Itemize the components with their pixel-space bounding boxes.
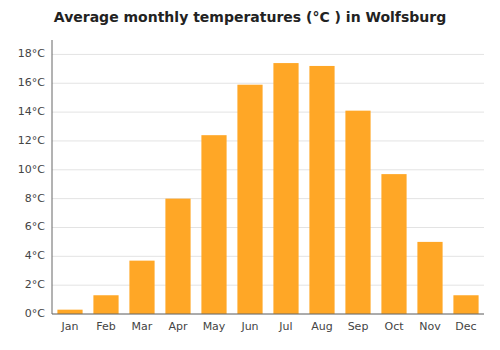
x-tick-label: Apr bbox=[168, 320, 188, 333]
x-tick-label: Jul bbox=[278, 320, 292, 333]
x-tick-label: Oct bbox=[384, 320, 404, 333]
grid-line bbox=[52, 112, 484, 113]
y-ticks: 0°C 2°C 4°C 6°C 8°C 10°C 12°C 14°C 16°C 18°C bbox=[18, 47, 45, 320]
x-tick-label: Jan bbox=[61, 320, 79, 333]
y-tick-label: 18°C bbox=[18, 47, 45, 60]
x-tick-label: Dec bbox=[455, 320, 476, 333]
x-tick-label: Feb bbox=[96, 320, 115, 333]
bar bbox=[417, 242, 442, 314]
grid-line bbox=[52, 314, 484, 315]
y-tick-label: 10°C bbox=[18, 163, 45, 176]
y-tick-label: 8°C bbox=[25, 192, 45, 205]
bar bbox=[309, 66, 334, 314]
bar bbox=[129, 261, 154, 314]
bar bbox=[201, 135, 226, 314]
chart-title: Average monthly temperatures (°C ) in Wo… bbox=[54, 9, 446, 25]
y-tick-label: 2°C bbox=[25, 278, 45, 291]
grid-line bbox=[52, 198, 484, 199]
y-tick-label: 4°C bbox=[25, 249, 45, 262]
grid-line bbox=[52, 140, 484, 141]
y-tick-label: 6°C bbox=[25, 220, 45, 233]
grid bbox=[52, 54, 484, 314]
bar bbox=[57, 310, 82, 314]
bar bbox=[93, 295, 118, 314]
grid-line bbox=[52, 83, 484, 84]
x-tick-label: Sep bbox=[348, 320, 369, 333]
y-tick-label: 12°C bbox=[18, 134, 45, 147]
grid-line bbox=[52, 169, 484, 170]
y-tick-label: 0°C bbox=[25, 307, 45, 320]
x-axis-line bbox=[52, 314, 484, 315]
x-tick-label: Mar bbox=[132, 320, 153, 333]
bar bbox=[237, 85, 262, 314]
x-ticks: Jan Feb Mar Apr May Jun Jul Aug Sep Oct Nov Dec bbox=[61, 320, 477, 333]
bar bbox=[273, 63, 298, 314]
y-axis-line bbox=[52, 40, 53, 314]
bar bbox=[381, 174, 406, 314]
chart-container: 0°C 2°C 4°C 6°C 8°C 10°C 12°C 14°C 16°C 18°C Jan Fe… bbox=[0, 0, 500, 350]
grid-line bbox=[52, 54, 484, 55]
y-tick-label: 16°C bbox=[18, 76, 45, 89]
bar bbox=[453, 295, 478, 314]
bars bbox=[57, 63, 478, 314]
x-tick-label: Jun bbox=[240, 320, 258, 333]
grid-line bbox=[52, 227, 484, 228]
bar bbox=[165, 199, 190, 314]
bar bbox=[345, 111, 370, 314]
x-tick-label: May bbox=[203, 320, 226, 333]
x-tick-label: Nov bbox=[419, 320, 441, 333]
x-tick-label: Aug bbox=[311, 320, 332, 333]
chart-svg: 0°C 2°C 4°C 6°C 8°C 10°C 12°C 14°C 16°C 18°C Jan Fe… bbox=[0, 0, 500, 350]
y-tick-label: 14°C bbox=[18, 105, 45, 118]
